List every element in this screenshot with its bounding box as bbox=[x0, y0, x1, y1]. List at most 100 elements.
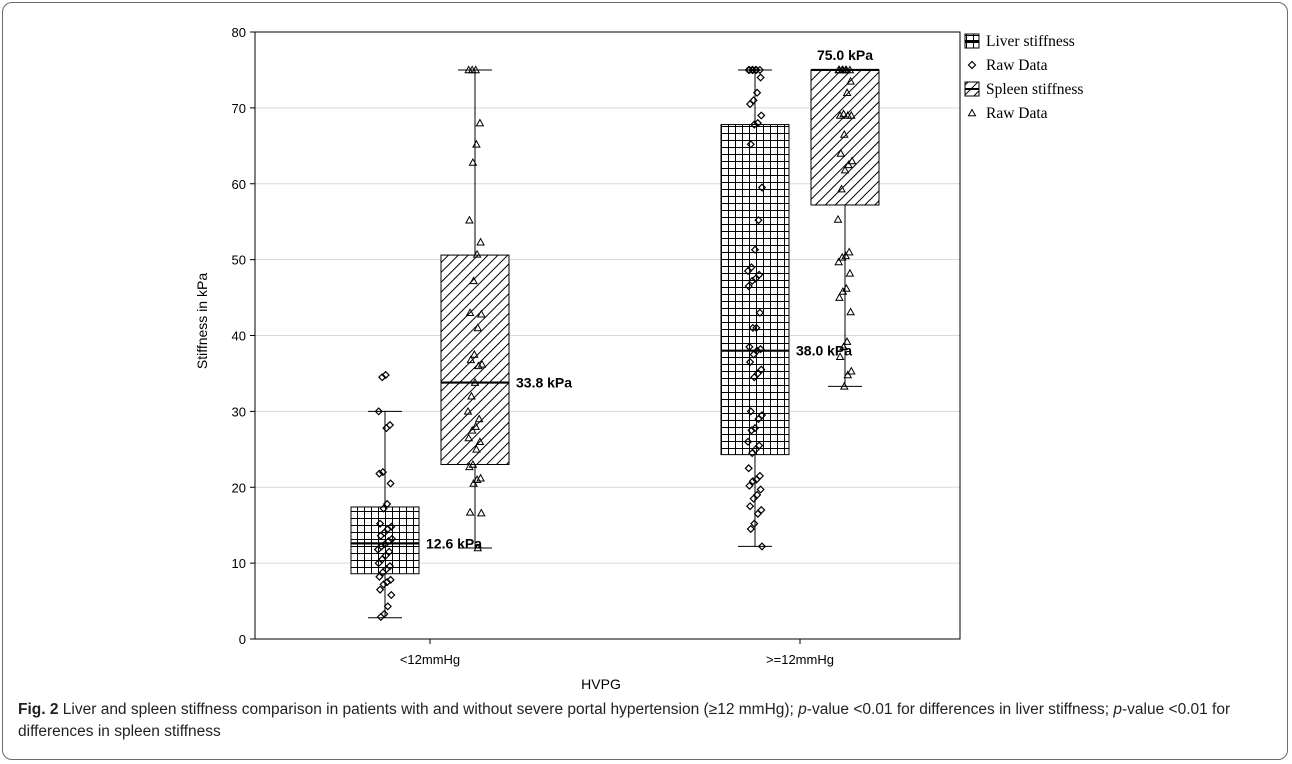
raw-point-diamond bbox=[750, 245, 760, 254]
raw-point-triangle bbox=[476, 473, 485, 482]
median-label: 75.0 kPa bbox=[817, 47, 873, 63]
raw-point-triangle bbox=[838, 286, 848, 295]
raw-point-triangle bbox=[844, 160, 853, 169]
y-tick-label: 60 bbox=[232, 177, 246, 192]
raw-point-diamond bbox=[744, 464, 753, 473]
legend-label: Spleen stiffness bbox=[986, 81, 1083, 98]
legend-marker-triangle bbox=[967, 108, 977, 117]
raw-point-triangle bbox=[463, 406, 473, 415]
raw-point-triangle bbox=[475, 118, 485, 127]
raw-point-triangle bbox=[845, 268, 855, 277]
raw-point-triangle bbox=[468, 157, 478, 166]
raw-point-triangle bbox=[474, 414, 484, 423]
raw-point-diamond bbox=[379, 580, 388, 589]
raw-point-triangle bbox=[835, 110, 845, 119]
raw-point-triangle bbox=[472, 139, 481, 148]
y-tick-label: 20 bbox=[232, 480, 246, 495]
raw-point-triangle bbox=[842, 283, 851, 292]
raw-point-triangle bbox=[464, 433, 474, 442]
raw-point-triangle bbox=[841, 251, 851, 260]
raw-point-diamond bbox=[378, 373, 387, 382]
raw-point-triangle bbox=[476, 309, 486, 318]
raw-point-diamond bbox=[748, 65, 758, 75]
raw-point-triangle bbox=[466, 355, 476, 364]
raw-point-diamond bbox=[745, 65, 754, 75]
x-tick-label: <12mmHg bbox=[400, 652, 460, 667]
raw-point-diamond bbox=[376, 531, 385, 540]
raw-point-triangle bbox=[464, 65, 474, 74]
y-tick-label: 80 bbox=[232, 25, 246, 40]
raw-point-triangle bbox=[470, 378, 480, 386]
raw-point-diamond bbox=[743, 437, 753, 446]
legend-label: Raw Data bbox=[986, 57, 1048, 74]
raw-point-diamond bbox=[757, 542, 767, 551]
raw-point-diamond bbox=[756, 73, 765, 82]
raw-point-diamond bbox=[746, 407, 755, 416]
raw-point-diamond bbox=[382, 577, 392, 587]
raw-point-diamond bbox=[750, 373, 759, 382]
raw-point-diamond bbox=[744, 282, 753, 291]
raw-point-triangle bbox=[842, 337, 852, 345]
raw-point-diamond bbox=[755, 65, 765, 75]
raw-point-diamond bbox=[749, 494, 758, 503]
raw-point-diamond bbox=[382, 499, 392, 509]
raw-point-diamond bbox=[753, 509, 762, 518]
raw-point-triangle bbox=[833, 214, 843, 223]
raw-point-triangle bbox=[465, 507, 475, 516]
y-tick-label: 0 bbox=[239, 632, 246, 647]
y-axis: 0 10 20 30 40 50 60 70 80 bbox=[232, 25, 255, 647]
x-tick-label: >=12mmHg bbox=[766, 652, 834, 667]
y-tick-label: 30 bbox=[232, 404, 246, 419]
raw-point-diamond bbox=[757, 111, 766, 120]
raw-points bbox=[463, 65, 487, 552]
raw-point-diamond bbox=[747, 426, 756, 435]
raw-point-diamond bbox=[745, 481, 754, 490]
raw-point-triangle bbox=[846, 76, 855, 85]
raw-point-triangle bbox=[839, 342, 848, 351]
legend: Liver stiffness Raw Data Spleen stiffness R… bbox=[964, 33, 1083, 122]
raw-point-diamond bbox=[374, 558, 383, 568]
raw-point-triangle bbox=[846, 307, 855, 316]
raw-point-diamond bbox=[374, 407, 383, 416]
raw-point-diamond bbox=[385, 420, 395, 430]
raw-point-diamond bbox=[382, 423, 391, 433]
raw-point-diamond bbox=[386, 575, 395, 584]
raw-point-diamond bbox=[373, 545, 383, 554]
raw-point-diamond bbox=[756, 485, 765, 494]
raw-point-triangle bbox=[469, 276, 478, 285]
legend-marker-diamond bbox=[967, 60, 977, 70]
raw-point-triangle bbox=[475, 437, 485, 446]
raw-point-triangle bbox=[472, 249, 482, 258]
raw-point-triangle bbox=[847, 156, 857, 165]
raw-point-triangle bbox=[465, 215, 474, 224]
raw-point-triangle bbox=[843, 110, 853, 119]
figure-caption: Fig. 2 Liver and spleen stiffness compar… bbox=[18, 699, 1280, 743]
raw-point-triangle bbox=[837, 252, 847, 261]
raw-points bbox=[833, 65, 857, 390]
raw-point-diamond bbox=[381, 370, 390, 380]
raw-point-diamond bbox=[745, 357, 755, 367]
median-label: 12.6 kPa bbox=[426, 535, 482, 551]
raw-point-diamond bbox=[750, 423, 760, 433]
raw-points bbox=[373, 370, 397, 622]
raw-point-diamond bbox=[750, 519, 759, 528]
raw-point-diamond bbox=[387, 590, 396, 600]
raw-point-triangle bbox=[835, 65, 844, 74]
raw-point-diamond bbox=[748, 477, 758, 486]
median-label: 33.8 kPa bbox=[516, 375, 572, 391]
box-plot-chart: 12.6 kPa 38.0 kPa 33.8 kPa 75.0 kPa 0 10 20 30… bbox=[194, 25, 1083, 692]
box-iqr bbox=[720, 124, 790, 456]
raw-point-diamond bbox=[748, 448, 757, 458]
raw-point-triangle bbox=[469, 349, 479, 358]
raw-point-diamond bbox=[379, 504, 388, 513]
median-label: 38.0 kPa bbox=[796, 343, 852, 359]
raw-point-triangle bbox=[839, 381, 849, 390]
raw-point-diamond bbox=[383, 602, 392, 611]
y-axis-label: Stiffness in kPa bbox=[194, 273, 210, 369]
raw-point-triangle bbox=[471, 422, 481, 430]
raw-points bbox=[743, 65, 767, 551]
raw-point-diamond bbox=[387, 522, 396, 531]
gridlines bbox=[255, 107, 960, 564]
raw-point-diamond bbox=[748, 323, 758, 333]
raw-point-diamond bbox=[746, 524, 755, 534]
